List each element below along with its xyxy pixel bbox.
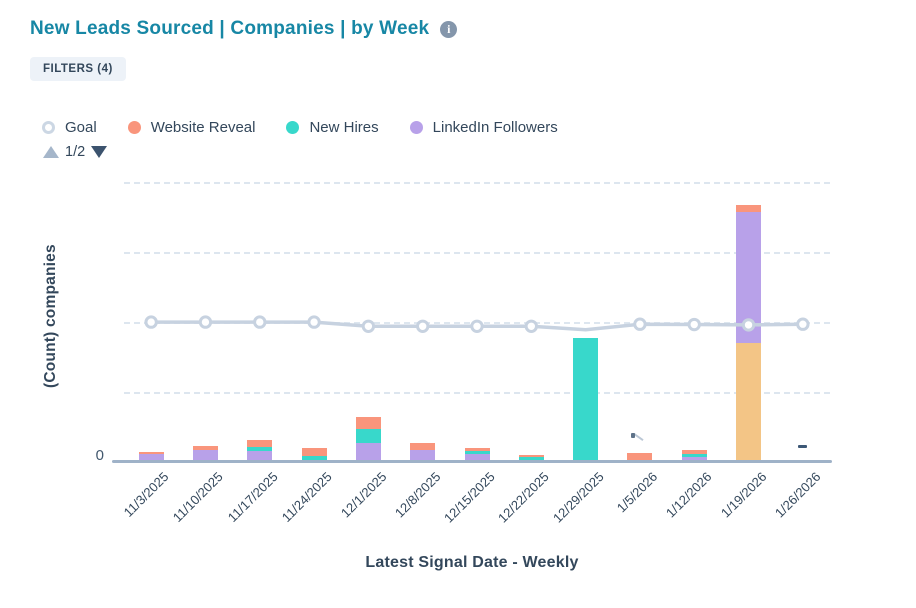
report-title[interactable]: New Leads Sourced | Companies | by Week [30, 18, 430, 39]
bar-segment-11/3/2025-website-reveal[interactable] [138, 451, 164, 455]
x-tick-label-11/24/2025: 11/24/2025 [278, 469, 335, 525]
legend-page-up-icon[interactable] [43, 146, 59, 158]
bar-segment-11/17/2025-linkedin-followers[interactable] [247, 450, 273, 460]
x-tick-label-11/10/2025: 11/10/2025 [170, 469, 227, 525]
goal-marker-11/10/2025[interactable] [198, 315, 213, 329]
goal-marker-1/5/2026[interactable] [633, 317, 647, 331]
bar-segment-11/3/2025-linkedin-followers[interactable] [138, 454, 164, 460]
bar-segment-12/1/2025-new-hires[interactable] [355, 429, 381, 443]
legend-pager: 1/2 [43, 144, 108, 160]
legend-page-down-icon[interactable] [91, 146, 108, 158]
legend-marker-icon [409, 121, 423, 134]
bar-segment-12/15/2025-linkedin-followers[interactable] [464, 454, 490, 460]
chart-legend: Goal Website Reveal New Hires LinkedIn Foll… [42, 119, 558, 136]
x-tick-label-12/8/2025: 12/8/2025 [391, 469, 444, 521]
bar-segment-11/17/2025-website-reveal[interactable] [247, 439, 273, 447]
x-tick-label-12/1/2025: 12/1/2025 [337, 469, 389, 521]
goal-line-layer [144, 315, 810, 334]
goal-marker-1/19/2026[interactable] [741, 318, 756, 332]
legend-page-indicator: 1/2 [65, 144, 86, 160]
goal-marker-12/8/2025[interactable] [415, 319, 430, 334]
bar-segment-1/19/2026--unlabeled-series-legend-page-2-2-[interactable] [736, 343, 762, 460]
goal-marker-11/24/2025[interactable] [307, 315, 321, 329]
null-value-dash-marker [798, 445, 808, 448]
gridline [124, 182, 830, 184]
legend-marker-icon [286, 121, 300, 134]
legend-item-goal[interactable]: Goal [42, 119, 97, 136]
bar-segment-11/24/2025-website-reveal[interactable] [301, 448, 327, 457]
plot-area [124, 170, 830, 462]
bar-segment-12/15/2025-website-reveal[interactable] [464, 447, 490, 451]
gridline [124, 392, 830, 394]
legend-item-website-reveal[interactable]: Website Reveal [127, 119, 256, 136]
bar-segment-12/1/2025-website-reveal[interactable] [355, 417, 381, 430]
bar-segment-1/12/2026-website-reveal[interactable] [681, 449, 707, 455]
goal-marker-12/1/2025[interactable] [361, 319, 376, 334]
goal-marker-1/26/2026[interactable] [796, 317, 810, 331]
report-header: New Leads Sourced | Companies | by Week … [30, 18, 458, 40]
bar-segment-1/5/2026-website-reveal[interactable] [627, 453, 653, 460]
x-tick-label-1/5/2026: 1/5/2026 [614, 469, 661, 516]
goal-marker-11/17/2025[interactable] [253, 315, 267, 329]
bar-segment-11/10/2025-linkedin-followers[interactable] [192, 450, 218, 460]
info-icon[interactable]: i [440, 20, 458, 38]
x-tick-label-12/15/2025: 12/15/2025 [440, 469, 498, 526]
legend-label: Website Reveal [150, 119, 256, 136]
bar-segment-12/8/2025-website-reveal[interactable] [410, 443, 436, 451]
x-tick-label-11/17/2025: 11/17/2025 [224, 469, 281, 525]
goal-marker-12/15/2025[interactable] [470, 319, 484, 334]
cursor-artifact-dot [631, 433, 635, 438]
legend-item-linkedin-followers[interactable]: LinkedIn Followers [409, 119, 558, 136]
x-tick-label-1/19/2026: 1/19/2026 [717, 469, 770, 521]
bar-segment-12/29/2025-new-hires[interactable] [573, 338, 599, 460]
x-tick-label-1/12/2026: 1/12/2026 [663, 469, 715, 521]
bar-segment-12/22/2025-website-reveal[interactable] [518, 454, 544, 457]
bar-segment-11/24/2025-new-hires[interactable] [301, 456, 327, 460]
x-tick-label-12/22/2025: 12/22/2025 [495, 469, 552, 526]
bar-segment-12/22/2025-new-hires[interactable] [518, 456, 544, 460]
legend-item-new-hires[interactable]: New Hires [286, 119, 379, 136]
bar-segment-12/15/2025-new-hires[interactable] [464, 450, 490, 455]
legend-label: LinkedIn Followers [432, 119, 558, 136]
gridline [124, 252, 830, 254]
bar-segment-11/10/2025-website-reveal[interactable] [192, 446, 218, 451]
bar-segment-1/12/2026-new-hires[interactable] [681, 454, 707, 457]
x-axis-title: Latest Signal Date - Weekly [365, 554, 579, 571]
legend-label: Goal [65, 119, 97, 136]
goal-marker-1/12/2026[interactable] [687, 317, 701, 332]
bar-segment-12/1/2025-linkedin-followers[interactable] [355, 442, 381, 460]
x-tick-label-1/26/2026: 1/26/2026 [771, 469, 824, 521]
goal-marker-11/3/2025[interactable] [144, 315, 158, 329]
x-tick-label-12/29/2025: 12/29/2025 [549, 469, 607, 526]
y-axis-title: (Count) companies [42, 244, 59, 388]
filters-chip[interactable]: FILTERS (4) [30, 57, 126, 81]
goal-marker-12/22/2025[interactable] [524, 319, 539, 334]
x-axis-line [112, 460, 832, 463]
bar-segment-12/8/2025-linkedin-followers[interactable] [410, 450, 436, 460]
legend-marker-icon [42, 121, 55, 134]
legend-label: New Hires [309, 119, 379, 136]
legend-marker-icon [127, 121, 141, 134]
bar-segment-1/12/2026-linkedin-followers[interactable] [681, 456, 707, 460]
bar-segment-1/19/2026-website-reveal[interactable] [736, 205, 762, 213]
y-axis-tick-0: 0 [95, 447, 104, 464]
x-tick-label-11/3/2025: 11/3/2025 [120, 469, 172, 520]
bar-segment-11/17/2025-new-hires[interactable] [247, 446, 273, 451]
